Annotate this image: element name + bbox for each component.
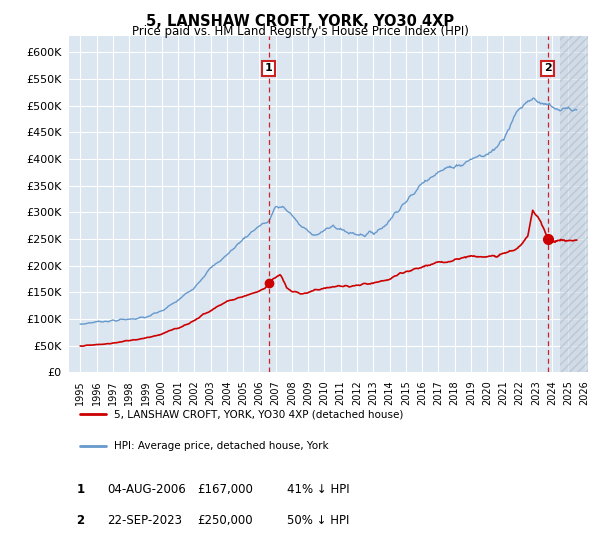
Text: £250,000: £250,000 <box>197 514 253 527</box>
Text: HPI: Average price, detached house, York: HPI: Average price, detached house, York <box>113 441 328 451</box>
Text: Price paid vs. HM Land Registry's House Price Index (HPI): Price paid vs. HM Land Registry's House … <box>131 25 469 38</box>
Text: 2: 2 <box>76 514 85 527</box>
Text: 5, LANSHAW CROFT, YORK, YO30 4XP: 5, LANSHAW CROFT, YORK, YO30 4XP <box>146 14 454 29</box>
Text: 04-AUG-2006: 04-AUG-2006 <box>107 483 185 496</box>
Text: 1: 1 <box>265 63 272 73</box>
Text: 5, LANSHAW CROFT, YORK, YO30 4XP (detached house): 5, LANSHAW CROFT, YORK, YO30 4XP (detach… <box>113 409 403 419</box>
Text: 2: 2 <box>544 63 551 73</box>
Text: 50% ↓ HPI: 50% ↓ HPI <box>287 514 349 527</box>
Text: 1: 1 <box>76 483 85 496</box>
Text: £167,000: £167,000 <box>197 483 253 496</box>
Text: 22-SEP-2023: 22-SEP-2023 <box>107 514 182 527</box>
Text: 41% ↓ HPI: 41% ↓ HPI <box>287 483 349 496</box>
